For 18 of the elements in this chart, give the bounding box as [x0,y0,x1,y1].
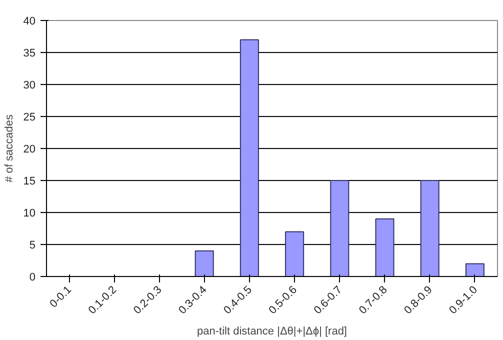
y-tick-label: 30 [23,80,36,92]
bar [375,218,394,276]
y-tick-label: 20 [23,144,36,156]
y-tick-label: 40 [23,16,36,28]
bar [240,39,259,276]
bar [420,180,440,276]
bar [330,180,350,276]
y-tick-label: 25 [23,112,36,124]
bar [194,250,214,276]
y-tick-label: 5 [29,240,36,252]
y-tick-label: 10 [23,208,36,220]
x-axis-title: pan-tilt distance |Δθ|+|Δϕ| [rad] [197,325,348,338]
y-axis-title: # of saccades [3,114,16,182]
bar [285,231,304,276]
y-tick-label: 0 [29,272,36,284]
y-tick-label: 15 [23,176,36,188]
y-tick-label: 35 [23,48,36,60]
bar [465,263,484,276]
